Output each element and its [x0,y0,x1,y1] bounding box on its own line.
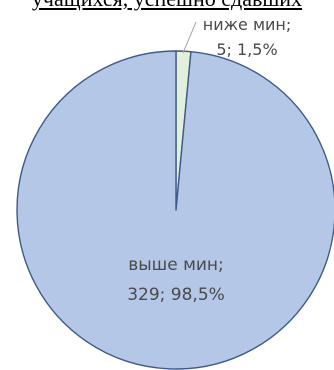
slice-label-below-min-name: ниже мин; [203,15,292,34]
slice-label-below-min-value: 5; 1,5% [216,40,277,59]
pie-slices [16,50,334,370]
leader-line [182,21,197,54]
chart-title: учащихся, успешно сдавших [0,0,334,12]
slice-label-above-min-value: 329; 98,5% [127,285,225,305]
slice-label-above-min-name: выше мин; [128,255,224,275]
pie-slice-above-min [16,50,334,370]
